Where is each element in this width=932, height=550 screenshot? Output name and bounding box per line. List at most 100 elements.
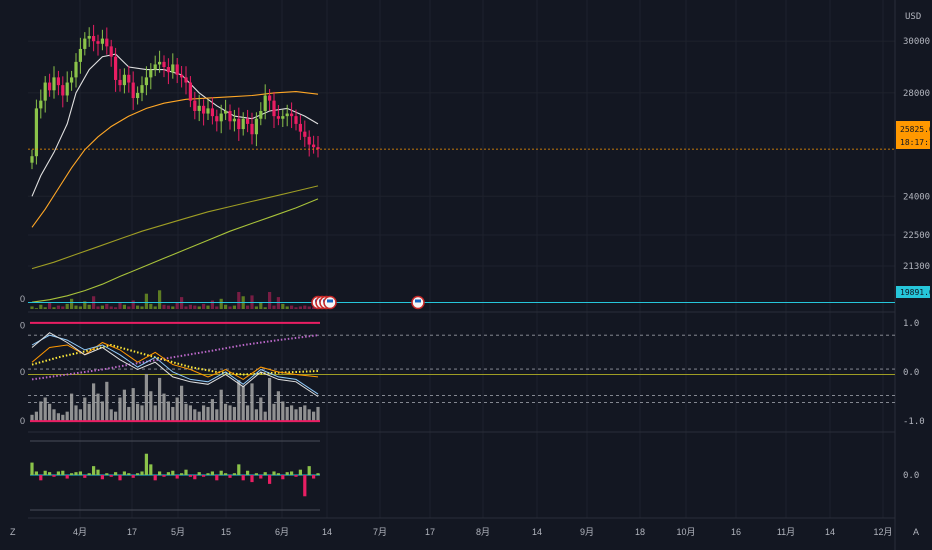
time-tick-label: 7月 — [373, 527, 387, 537]
osc-tick-label: -1.0 — [903, 417, 925, 427]
volume-bar — [254, 306, 258, 309]
indicator-bar — [197, 472, 201, 475]
volume-bar — [166, 305, 170, 309]
candle-body — [241, 118, 245, 130]
osc-hist-bar — [122, 389, 126, 422]
indicator-bar — [114, 472, 118, 475]
volume-bar — [136, 305, 140, 309]
volume-bar — [52, 307, 56, 309]
volume-bar — [188, 304, 192, 309]
osc-hist-bar — [166, 401, 170, 422]
indicator-bar — [92, 466, 96, 475]
indicator-bar — [281, 475, 285, 480]
event-marker-flag — [327, 299, 333, 303]
osc-hist-bar — [276, 391, 280, 422]
volume-bar — [268, 292, 272, 309]
time-axis[interactable]: 4月 17 5月 15 6月 14 7月 17 8月 14 9月 18 10月 16 11月 14 12月 — [73, 527, 893, 537]
price-pane[interactable]: 0 — [20, 24, 895, 310]
osc-hist-bar — [272, 403, 276, 422]
osc-hist-bar — [210, 399, 214, 422]
osc-hist-bar — [285, 406, 289, 422]
volume-bar — [197, 306, 201, 309]
osc-line — [31, 332, 319, 397]
osc-hist-bar — [140, 405, 144, 422]
time-tick-label: 10月 — [676, 527, 695, 537]
indicator-bar — [276, 473, 280, 475]
ma-line — [31, 185, 319, 270]
osc-hist-bar — [78, 409, 82, 422]
time-tick-label: 12月 — [873, 527, 892, 537]
osc-tick-label: 0.0 — [903, 368, 919, 378]
volume-bar — [290, 305, 294, 309]
osc-hist-bar — [298, 406, 302, 422]
price-axis[interactable]: USD 30000.0 28000.0 24000.0 22500.0 21300.0 1… — [903, 12, 932, 481]
osc-hist-bar — [96, 393, 100, 422]
osc-hist-bar — [83, 397, 87, 422]
candle-body — [109, 46, 113, 57]
candle-body — [259, 110, 263, 119]
osc-hist-bar — [193, 409, 197, 422]
indicator-bar — [206, 473, 210, 475]
time-tick-label: 4月 — [73, 527, 87, 537]
osc-hist-bar — [232, 406, 236, 422]
candle-body — [48, 82, 52, 91]
osc-hist-bar — [74, 405, 78, 422]
indicator-bar — [303, 475, 307, 497]
time-tick-label: 14 — [532, 527, 542, 537]
indicator-bar — [312, 475, 316, 479]
volume-bar — [48, 302, 52, 309]
osc-hist-bar — [219, 389, 223, 422]
currency-label: USD — [905, 12, 921, 22]
volume-bar — [118, 302, 122, 309]
ma-line — [31, 91, 319, 228]
price-tick-label: 28000.0 — [903, 89, 932, 99]
candle-body — [316, 147, 320, 150]
auto-scale-z-label[interactable]: Z — [10, 527, 16, 537]
indicator-bar — [109, 475, 113, 477]
osc-hist-bar — [263, 411, 267, 422]
osc-hist-bar — [158, 377, 162, 422]
indicator-bar — [316, 473, 320, 475]
indicator-bar — [78, 471, 82, 475]
indicator-bar — [298, 469, 302, 475]
indicator-bar — [171, 470, 175, 475]
candle-body — [87, 36, 91, 39]
volume-bar — [109, 306, 113, 309]
time-tick-label: 6月 — [275, 527, 289, 537]
volume-bar — [193, 305, 197, 309]
indicator-bar — [307, 466, 311, 475]
candle-body — [52, 77, 56, 91]
indicator-bar — [162, 475, 166, 477]
osc-hist-bar — [237, 380, 241, 422]
time-tick-label: 15 — [221, 527, 231, 537]
volume-bar — [74, 305, 78, 309]
economic-event-markers[interactable] — [311, 295, 425, 310]
volume-bar — [65, 303, 69, 309]
volume-bar — [144, 293, 148, 309]
osc-hist-bar — [312, 411, 316, 422]
volume-bar — [70, 298, 74, 309]
osc-hist-bar — [250, 383, 254, 422]
event-marker-flag — [415, 299, 421, 303]
indicator-bar — [219, 470, 223, 475]
indicator-bar — [237, 464, 241, 475]
indicator-pane[interactable] — [30, 440, 320, 511]
candle-body — [122, 74, 126, 86]
volume-bar — [149, 303, 153, 309]
candle-body — [56, 77, 60, 86]
auto-scale-a-label[interactable]: A — [913, 527, 919, 537]
candle-body — [298, 123, 302, 132]
osc-hist-bar — [149, 391, 153, 422]
last-price-tag: 25825.0 18:17:17 — [896, 121, 932, 149]
oscillator-pane[interactable]: 0 0 0 — [20, 320, 895, 426]
candle-body — [162, 61, 166, 68]
candle-body — [140, 85, 144, 93]
osc-hist-bar — [175, 397, 179, 422]
candle-body — [70, 77, 74, 83]
price-tick-label: 21300.0 — [903, 262, 932, 272]
osc-hist-bar — [303, 405, 307, 422]
indicator-bar — [140, 471, 144, 475]
candle-body — [272, 100, 276, 117]
indicator-bar — [202, 475, 206, 477]
